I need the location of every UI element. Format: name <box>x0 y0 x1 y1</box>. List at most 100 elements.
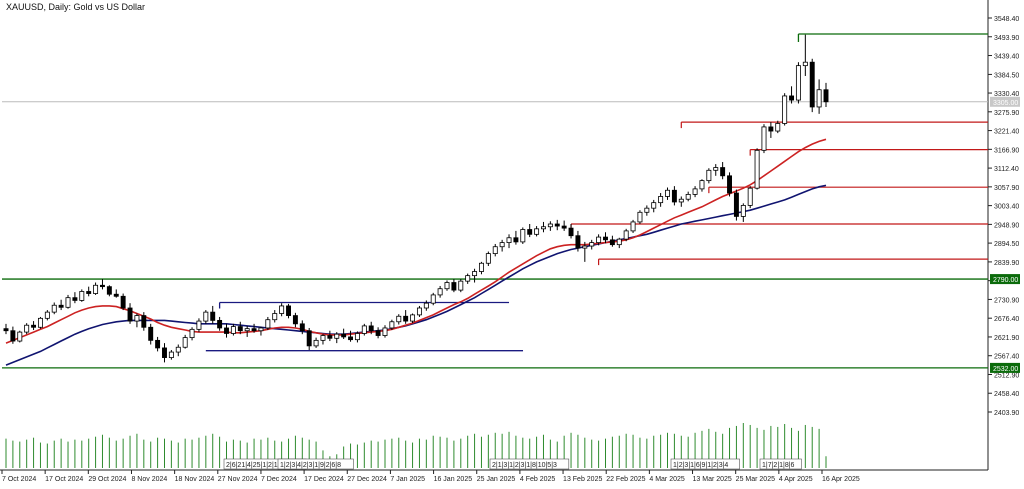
candle-body <box>603 236 608 241</box>
x-tick-label: 4 Feb 2025 <box>520 476 556 483</box>
date-group-label: 2|1|3|1|2|3|1|8|10|5|3 <box>492 462 557 469</box>
level-label-text: 3305.00 <box>993 100 1018 107</box>
level-label-text: 2532.00 <box>993 366 1018 373</box>
candle-body <box>389 321 395 329</box>
candle-body <box>665 189 670 197</box>
y-tick-label: 3003.40 <box>994 204 1019 211</box>
candle-body <box>3 328 9 332</box>
x-tick-label: 4 Mar 2025 <box>649 476 685 483</box>
candle-body <box>541 226 546 230</box>
x-tick-label: 27 Nov 2024 <box>218 476 258 483</box>
candle-body <box>685 193 691 200</box>
candle-body <box>534 228 540 235</box>
date-group-box <box>489 458 570 470</box>
candle-body <box>17 331 23 342</box>
candle-body <box>368 325 374 332</box>
x-tick-label: 25 Jan 2025 <box>477 476 516 483</box>
level-label-box <box>990 362 1020 373</box>
candle-body <box>210 311 216 321</box>
x-tick-label: 25 Mar 2025 <box>736 476 775 483</box>
candle-body <box>713 167 719 171</box>
level-label-box <box>990 96 1020 107</box>
y-tick-label: 3112.40 <box>994 166 1019 173</box>
candle-body <box>403 315 409 322</box>
candle-body <box>720 167 726 177</box>
candle-body <box>279 305 285 314</box>
candle-body <box>272 313 278 321</box>
candle-body <box>782 95 788 124</box>
date-group-label: 1|2|3|1|6|9|1|2|3|4 <box>673 462 728 469</box>
candle-body <box>589 242 595 247</box>
candle-body <box>127 307 133 322</box>
candle-body <box>727 175 732 194</box>
date-group-box <box>759 458 802 470</box>
candle-body <box>306 330 312 347</box>
candle-body <box>692 188 698 195</box>
y-tick-label: 3548.40 <box>994 16 1019 23</box>
candle-body <box>237 326 243 332</box>
chart-title: XAUUSD, Daily: Gold vs US Dollar <box>6 2 146 12</box>
candle-body <box>644 207 650 213</box>
candle-body <box>265 319 271 329</box>
y-axis: 3548.40 3493.90 3439.40 3384.50 3330.40 3275.… <box>988 16 1020 417</box>
candle-body <box>658 196 664 204</box>
candle-body <box>258 327 264 332</box>
y-tick-label: 2730.90 <box>994 297 1019 304</box>
x-tick-label: 7 Oct 2024 <box>2 476 36 483</box>
candle-body <box>37 317 43 328</box>
candle-body <box>299 323 305 332</box>
x-axis: 7 Oct 2024 17 Oct 2024 29 Oct 2024 8 Nov 20… <box>1 470 860 483</box>
candle-body <box>396 315 402 323</box>
date-group-label: 1|2|3|4|2|3|1|9|2|6|8 <box>280 462 341 469</box>
candle-body <box>141 315 147 328</box>
candle-body <box>623 230 629 240</box>
candle-body <box>478 262 484 272</box>
candle-body <box>775 123 781 132</box>
candle-body <box>733 192 739 217</box>
candle-body <box>423 302 429 309</box>
candle-body <box>651 202 657 209</box>
candle-body <box>761 126 767 151</box>
candle-body <box>230 326 236 334</box>
x-tick-label: 18 Nov 2024 <box>175 476 215 483</box>
candle-body <box>582 245 588 249</box>
candle-body <box>341 333 347 338</box>
candle-body <box>740 205 746 217</box>
compressed-date-groups: 2|6|21|4|25|1|2|18|30|11|2|3|4|2|3|1|9|2… <box>223 458 802 470</box>
y-tick-label: 2567.40 <box>994 354 1019 361</box>
candle-body <box>155 339 161 349</box>
x-tick-label: 16 Jan 2025 <box>434 476 473 483</box>
candle-body <box>182 337 188 348</box>
candle-body <box>327 335 333 339</box>
candle-body <box>568 227 574 237</box>
candle-body <box>678 198 684 203</box>
date-group-label: 2|6|21|4|25|1|2|18|30|1 <box>226 462 297 469</box>
y-tick-label: 2894.50 <box>994 241 1019 248</box>
candle-body <box>816 89 822 108</box>
candle-body <box>361 325 367 334</box>
candle-body <box>203 311 209 322</box>
level-label-box <box>990 274 1020 285</box>
candle-body <box>224 327 229 334</box>
candle-body <box>375 330 381 336</box>
y-tick-label: 2458.40 <box>994 391 1019 398</box>
candle-body <box>430 294 436 304</box>
y-tick-label: 2512.90 <box>994 372 1019 379</box>
candle-body <box>79 291 85 301</box>
candle-body <box>148 326 154 341</box>
candle-body <box>10 330 16 342</box>
candle-body <box>244 328 250 332</box>
candle-body <box>65 297 71 308</box>
candle-body <box>513 237 519 243</box>
date-group-box <box>670 458 740 470</box>
candle-body <box>58 304 64 308</box>
x-tick-label: 29 Oct 2024 <box>88 476 126 483</box>
y-tick-label: 3384.50 <box>994 72 1019 79</box>
candle-body <box>251 328 257 332</box>
candle-body <box>747 187 753 206</box>
candle-body <box>506 237 512 243</box>
candle-body <box>699 180 705 190</box>
candle-body <box>106 286 112 295</box>
x-tick-label: 7 Jan 2025 <box>390 476 425 483</box>
